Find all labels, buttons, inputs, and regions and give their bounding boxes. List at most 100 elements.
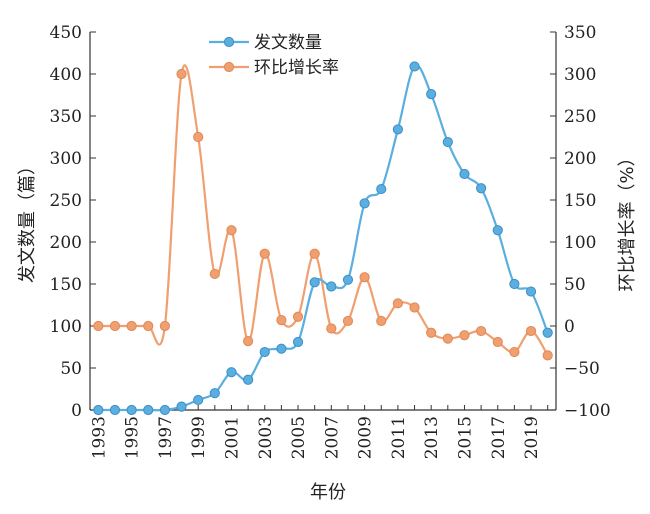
x-tick-label: 1995 [123, 416, 143, 459]
data-point [176, 401, 187, 412]
series-growth-rate [93, 64, 553, 361]
x-tick-label: 2003 [256, 416, 276, 459]
data-point [143, 320, 154, 332]
series-layer [93, 61, 553, 416]
data-point [359, 198, 370, 209]
data-point [226, 367, 237, 378]
x-tick-label: 2013 [422, 416, 442, 459]
left-tick-label: 0 [71, 401, 82, 421]
right-tick-label: 0 [564, 317, 575, 337]
data-point [476, 325, 487, 337]
data-point [376, 315, 387, 327]
data-point [459, 168, 470, 180]
data-point [442, 136, 453, 148]
x-tick-label: 1997 [156, 416, 176, 459]
data-point [93, 404, 104, 416]
left-tick-label: 350 [50, 107, 82, 127]
data-point [292, 311, 304, 322]
right-tick-label: 300 [564, 65, 596, 85]
data-point [209, 388, 220, 399]
data-point [359, 272, 370, 283]
series-count [93, 61, 553, 416]
left-tick-label: 450 [50, 23, 82, 43]
data-point [126, 320, 137, 332]
data-point [209, 268, 220, 280]
data-point [109, 404, 121, 416]
data-point [259, 346, 270, 358]
data-point [342, 274, 354, 285]
x-tick-label: 2001 [222, 416, 242, 459]
data-point [193, 131, 204, 143]
right-tick-label: 350 [564, 23, 596, 43]
x-tick-label: 2007 [322, 416, 342, 459]
data-point [193, 394, 204, 406]
data-point [176, 68, 187, 80]
left-tick-label: 100 [50, 317, 82, 337]
x-tick-label: 1993 [89, 416, 109, 459]
data-point [392, 298, 403, 309]
data-point [243, 336, 254, 347]
series-line [98, 64, 549, 357]
x-tick-label: 2011 [389, 416, 409, 459]
data-point [525, 286, 537, 297]
right-tick-label: −50 [564, 359, 600, 379]
data-point [509, 278, 520, 290]
legend-marker [223, 61, 235, 73]
data-point [292, 336, 304, 348]
data-point [109, 320, 121, 332]
x-tick-label: 2005 [289, 416, 309, 459]
data-point [143, 404, 154, 416]
left-tick-label: 250 [50, 191, 82, 211]
legend-label: 发文数量 [254, 33, 322, 53]
x-axis-title: 年份 [310, 482, 346, 503]
data-point [226, 225, 237, 236]
data-point [409, 302, 420, 313]
right-tick-label: 100 [564, 233, 596, 253]
data-point [426, 89, 437, 100]
data-point [426, 327, 437, 338]
x-tick-label: 2017 [489, 416, 509, 459]
data-point [93, 320, 104, 332]
data-point [476, 183, 487, 194]
data-point [492, 336, 503, 348]
legend-label: 环比增长率 [254, 58, 339, 78]
x-tick-label: 2019 [522, 416, 542, 459]
left-tick-label: 300 [50, 149, 82, 169]
data-point [159, 404, 170, 416]
data-point [492, 225, 503, 236]
data-point [259, 248, 270, 259]
data-point [309, 277, 320, 288]
data-point [376, 183, 387, 195]
right-tick-label: 250 [564, 107, 596, 127]
series-line [98, 64, 549, 412]
left-tick-label: 400 [50, 65, 82, 85]
data-point [525, 325, 537, 337]
right-tick-label: 200 [564, 149, 596, 169]
axes: 0 50 100 150 200 250 300 350 400 450 −100 −50 0 50 100… [50, 23, 611, 459]
x-tick-label: 2015 [455, 416, 475, 459]
data-point [276, 343, 287, 354]
legend-marker [223, 36, 235, 48]
data-point [509, 346, 520, 358]
data-point [159, 320, 170, 332]
data-point [276, 315, 287, 326]
data-point [442, 333, 453, 344]
data-point [326, 323, 337, 334]
right-tick-label: −100 [564, 401, 611, 421]
left-tick-label: 50 [60, 359, 82, 379]
data-point [409, 61, 420, 72]
data-point [392, 124, 403, 135]
data-point [459, 330, 470, 341]
data-point [126, 404, 137, 416]
data-point [309, 248, 320, 259]
right-axis-title: 环比增长率（%） [617, 148, 638, 291]
right-tick-label: 150 [564, 191, 596, 211]
data-point [542, 327, 553, 338]
left-tick-label: 200 [50, 233, 82, 253]
data-point [326, 281, 337, 292]
x-tick-label: 2009 [356, 416, 376, 459]
x-tick-label: 1999 [189, 416, 209, 459]
data-point [243, 374, 254, 385]
data-point [542, 350, 553, 361]
